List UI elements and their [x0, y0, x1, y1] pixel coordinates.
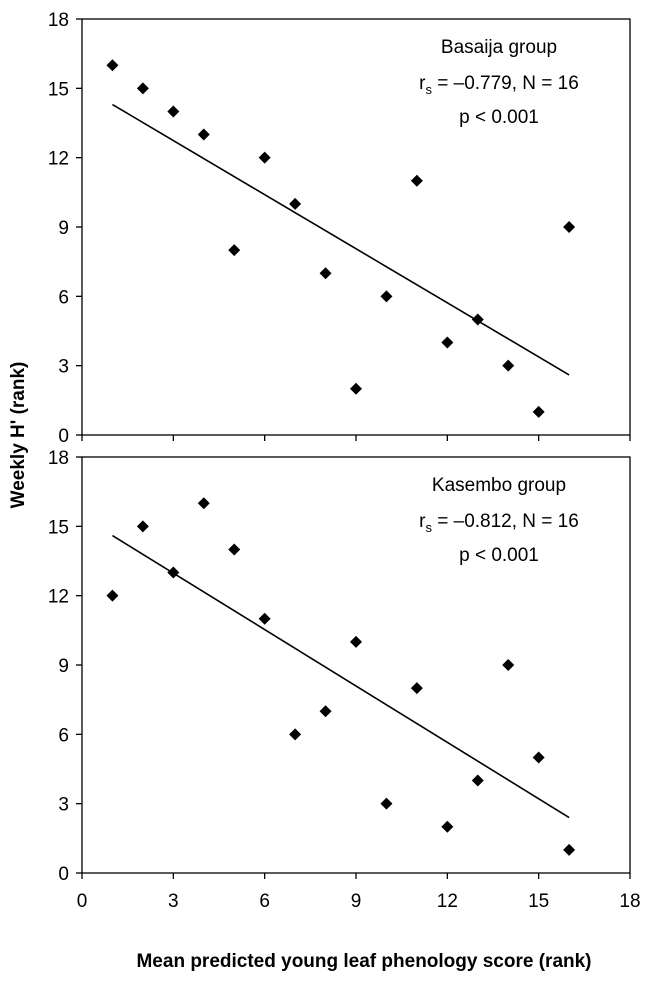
data-point — [228, 244, 241, 257]
data-point — [380, 797, 393, 810]
trend-line — [112, 103, 570, 376]
y-tick-label: 12 — [48, 149, 69, 170]
data-point — [532, 405, 545, 418]
x-tick-label: 15 — [528, 891, 549, 912]
y-axis-label: Weekly H' (rank) — [8, 362, 29, 509]
data-point — [502, 359, 515, 372]
y-tick-label: 9 — [58, 218, 69, 239]
panel-1: 0 3 6 9 12 15 18 Basaija group rs = –0.779, N = … — [48, 10, 631, 447]
data-point — [289, 728, 302, 741]
data-point — [410, 682, 423, 695]
data-point — [136, 520, 149, 533]
data-point — [228, 543, 241, 556]
data-point — [410, 174, 423, 187]
data-point — [502, 659, 515, 671]
y-tick-label: 3 — [58, 357, 69, 378]
data-point — [167, 105, 180, 118]
data-point — [106, 589, 119, 602]
data-point — [471, 774, 484, 787]
y-tick-label: 18 — [48, 448, 69, 469]
y-tick-label: 3 — [58, 795, 69, 816]
correlation-stat: rs = –0.812, N = 16 — [419, 511, 579, 535]
y-tick-label: 0 — [58, 864, 69, 885]
panel-2: 0 3 6 9 12 15 18 0 3 6 9 12 15 18 Kasembo group rs = –0… — [48, 448, 641, 912]
y-tick-label: 18 — [48, 10, 69, 31]
data-point — [136, 82, 149, 95]
data-point — [563, 843, 576, 856]
group-title: Basaija group — [441, 37, 557, 58]
x-tick-label: 9 — [351, 891, 362, 912]
data-point — [197, 497, 210, 510]
data-point — [289, 197, 302, 210]
group-title: Kasembo group — [432, 475, 566, 496]
data-point — [319, 267, 332, 280]
x-tick-label: 0 — [77, 891, 88, 912]
data-point — [258, 151, 271, 164]
p-value: p < 0.001 — [459, 545, 539, 566]
x-tick-label: 3 — [168, 891, 179, 912]
data-point — [563, 221, 576, 233]
x-tick-label: 6 — [259, 891, 270, 912]
y-tick-label: 12 — [48, 587, 69, 608]
data-point — [441, 336, 454, 349]
y-tick-label: 6 — [58, 725, 69, 746]
data-point — [441, 820, 454, 833]
p-value: p < 0.001 — [459, 107, 539, 128]
data-point — [350, 382, 362, 395]
data-point — [319, 705, 332, 718]
data-point — [167, 566, 180, 579]
trend-line — [112, 534, 570, 819]
y-tick-label: 0 — [58, 426, 69, 447]
y-tick-label: 6 — [58, 287, 69, 308]
data-point — [532, 751, 545, 764]
y-tick-label: 15 — [48, 79, 69, 100]
data-point — [380, 290, 393, 303]
data-point — [258, 612, 271, 625]
data-point — [471, 313, 484, 326]
correlation-stat: rs = –0.779, N = 16 — [419, 73, 579, 97]
x-tick-label: 18 — [619, 891, 640, 912]
x-tick-label: 12 — [437, 891, 458, 912]
data-point — [350, 635, 362, 648]
data-point — [106, 59, 119, 72]
y-tick-label: 15 — [48, 517, 69, 538]
x-axis-label: Mean predicted young leaf phenology scor… — [136, 951, 591, 972]
y-tick-label: 9 — [58, 656, 69, 677]
data-point — [197, 128, 210, 141]
